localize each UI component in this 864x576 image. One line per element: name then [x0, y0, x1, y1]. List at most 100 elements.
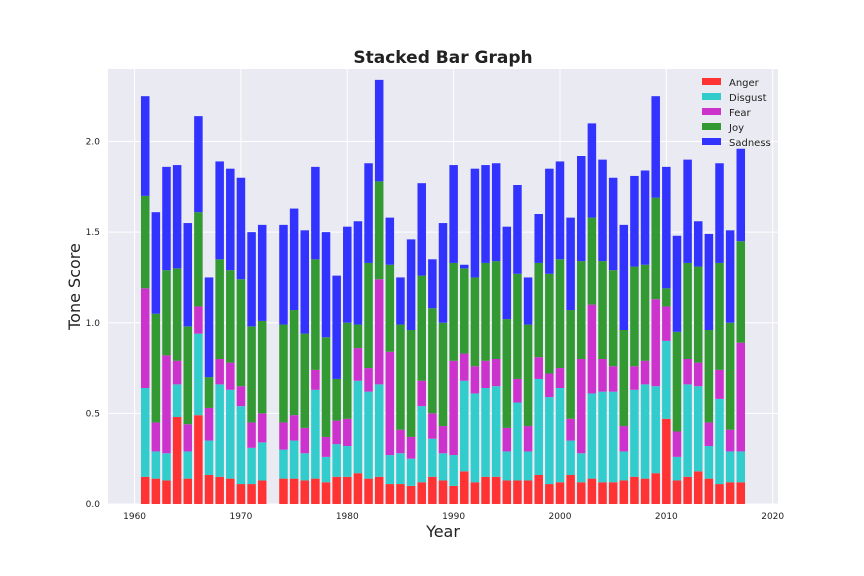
bar-fear-1986 [406, 436, 416, 459]
bar-joy-2013 [693, 266, 703, 363]
bar-anger-2008 [640, 478, 650, 504]
bar-sadness-1969 [226, 168, 235, 271]
bar-fear-1972 [257, 413, 267, 443]
bar-fear-1997 [523, 426, 533, 452]
bar-fear-1998 [534, 357, 543, 379]
bar-fear-2012 [683, 359, 692, 385]
bar-joy-1968 [215, 259, 224, 359]
bar-anger-1986 [406, 485, 416, 504]
bar-anger-1990 [449, 485, 458, 504]
y-tick-label: 1.5 [86, 228, 100, 238]
bar-sadness-1964 [172, 165, 182, 269]
y-axis-label: Tone Score [65, 243, 84, 331]
bar-sadness-2015 [715, 163, 724, 263]
bar-joy-1993 [481, 262, 490, 361]
bar-fear-2006 [619, 426, 629, 452]
bar-sadness-1965 [183, 223, 193, 327]
bar-disgust-1969 [226, 389, 235, 479]
bar-disgust-2005 [608, 391, 618, 483]
bar-fear-2016 [725, 429, 735, 452]
bar-disgust-2015 [715, 398, 724, 485]
legend-swatch-sadness [702, 138, 721, 145]
bar-fear-2009 [651, 299, 660, 387]
bar-joy-1965 [183, 326, 193, 425]
bar-sadness-1962 [151, 212, 161, 314]
bar-sadness-1961 [140, 96, 150, 196]
bar-disgust-1995 [502, 451, 512, 481]
bar-disgust-1996 [513, 402, 522, 481]
bar-sadness-2013 [693, 221, 703, 267]
bar-sadness-1975 [289, 208, 299, 311]
bar-joy-1979 [332, 378, 341, 421]
bar-anger-1963 [162, 480, 171, 504]
bar-joy-1975 [289, 310, 299, 416]
bar-anger-1985 [396, 484, 405, 504]
bar-joy-1985 [396, 324, 405, 430]
bar-sadness-2011 [672, 235, 682, 332]
bar-joy-2011 [672, 331, 682, 432]
bar-disgust-2007 [630, 389, 639, 477]
bar-disgust-1961 [140, 388, 150, 477]
bar-sadness-2003 [587, 123, 597, 218]
x-tick-label: 1980 [336, 512, 359, 522]
bar-fear-2008 [640, 360, 650, 385]
bar-sadness-1976 [300, 230, 309, 334]
bar-anger-1998 [534, 475, 543, 504]
bar-anger-1969 [226, 478, 235, 504]
bar-fear-2015 [715, 369, 724, 399]
bar-disgust-1988 [428, 438, 437, 477]
bar-fear-1996 [513, 378, 522, 403]
bar-disgust-1997 [523, 451, 533, 481]
bar-disgust-1985 [396, 453, 405, 485]
bar-anger-1962 [151, 478, 161, 504]
bar-disgust-1966 [194, 333, 203, 416]
bar-disgust-1981 [353, 380, 363, 474]
bar-sadness-1971 [247, 232, 256, 327]
bar-disgust-1977 [311, 389, 320, 479]
y-axis-ticks: 0.0 0.5 1.0 1.5 2.0 [86, 138, 101, 511]
x-tick-label: 1970 [229, 512, 252, 522]
bar-joy-1983 [374, 181, 384, 280]
bar-sadness-2010 [662, 166, 671, 289]
bar-fear-1979 [332, 420, 341, 445]
bar-joy-1981 [353, 324, 363, 349]
bar-sadness-1974 [279, 224, 288, 325]
bar-anger-2017 [736, 482, 746, 504]
x-axis-label: Year [425, 522, 460, 541]
bar-disgust-1974 [279, 449, 288, 479]
bar-disgust-2004 [598, 391, 607, 483]
bar-fear-1985 [396, 429, 405, 454]
bar-joy-1995 [502, 319, 512, 428]
bar-sadness-1993 [481, 165, 490, 263]
bar-fear-1961 [140, 288, 150, 388]
bar-disgust-1982 [364, 391, 373, 479]
bar-disgust-2003 [587, 393, 597, 479]
bar-sadness-1996 [513, 185, 522, 274]
bar-fear-1971 [247, 422, 256, 448]
legend-swatch-anger [702, 78, 721, 85]
bar-joy-1969 [226, 270, 235, 363]
bar-joy-1972 [257, 320, 267, 414]
bar-anger-1976 [300, 480, 309, 504]
bar-sadness-1972 [257, 224, 267, 321]
bar-fear-2010 [662, 306, 671, 341]
legend: Anger Disgust Fear Joy Sadness [702, 78, 771, 149]
bar-sadness-1968 [215, 161, 224, 260]
bar-joy-1977 [311, 259, 320, 370]
bar-disgust-1976 [300, 453, 309, 481]
bar-joy-1994 [491, 261, 501, 359]
bar-anger-1977 [311, 478, 320, 504]
bar-anger-2005 [608, 482, 618, 504]
legend-label-joy: Joy [728, 123, 744, 134]
y-tick-label: 0.5 [86, 409, 100, 419]
bar-anger-1970 [236, 484, 246, 504]
bar-disgust-1965 [183, 451, 193, 479]
bar-anger-1999 [545, 484, 554, 504]
bar-joy-1987 [417, 275, 426, 381]
bar-anger-1989 [438, 480, 448, 504]
bar-sadness-2001 [566, 217, 575, 311]
bar-joy-1998 [534, 262, 543, 358]
bar-fear-2014 [704, 422, 714, 446]
bar-sadness-1978 [321, 232, 331, 338]
bar-joy-1990 [449, 262, 458, 361]
